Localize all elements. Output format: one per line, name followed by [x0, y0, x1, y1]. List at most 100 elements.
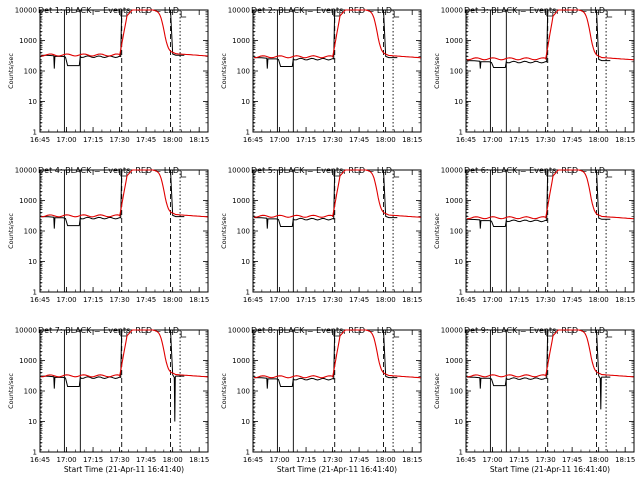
- x-tick-label: 17:30: [110, 296, 130, 304]
- top-corner-marker: [180, 171, 187, 178]
- panel-title: Det 8: BLACK = Events, RED = LLD: [251, 326, 392, 335]
- x-tick-label: 18:15: [615, 296, 635, 304]
- x-tick-label: 18:00: [376, 456, 396, 464]
- x-axis-label: Start Time (21-Apr-11 16:41:40): [64, 465, 184, 474]
- x-tick-label: 18:15: [189, 136, 209, 144]
- x-tick-label: 18:00: [589, 456, 609, 464]
- events-series-line: [467, 329, 611, 410]
- y-tick-label: 10: [454, 418, 463, 426]
- x-tick-label: 17:15: [296, 136, 316, 144]
- x-axis-label: Start Time (21-Apr-11 16:41:40): [277, 465, 397, 474]
- y-axis-label: Counts/sec: [7, 213, 15, 249]
- y-tick-label: 10000: [228, 7, 250, 15]
- y-axis-label: Counts/sec: [7, 53, 15, 89]
- y-tick-label: 1000: [445, 37, 463, 45]
- top-corner-marker: [180, 331, 187, 338]
- x-tick-label: 18:00: [376, 296, 396, 304]
- x-tick-label: 18:15: [189, 456, 209, 464]
- y-tick-label: 1000: [232, 37, 250, 45]
- x-tick-label: 18:00: [163, 296, 183, 304]
- x-tick-label: 17:45: [136, 296, 156, 304]
- y-tick-label: 10000: [441, 167, 463, 175]
- lld-series-line: [467, 169, 634, 220]
- panel-title: Det 1: BLACK = Events, RED = LLD: [38, 6, 179, 15]
- x-tick-label: 17:30: [536, 296, 556, 304]
- y-tick-label: 10: [241, 258, 250, 266]
- x-tick-label: 18:15: [615, 456, 635, 464]
- y-axis-label: Counts/sec: [7, 373, 15, 409]
- y-tick-label: 1: [459, 449, 463, 457]
- x-tick-label: 17:45: [562, 456, 582, 464]
- top-corner-marker: [393, 11, 400, 18]
- events-series-line: [467, 9, 611, 69]
- x-tick-label: 18:15: [615, 136, 635, 144]
- y-tick-label: 10000: [441, 7, 463, 15]
- top-corner-marker: [606, 171, 613, 178]
- lld-series-line: [254, 169, 421, 218]
- panel-title: Det 4: BLACK = Events, RED = LLD: [38, 166, 179, 175]
- top-corner-marker: [606, 11, 613, 18]
- x-tick-label: 17:00: [269, 296, 289, 304]
- y-axis-label: Counts/sec: [433, 373, 441, 409]
- y-axis-label: Counts/sec: [433, 213, 441, 249]
- x-tick-label: 17:15: [509, 456, 529, 464]
- panel-title: Det 5: BLACK = Events, RED = LLD: [251, 166, 392, 175]
- plot-frame: [252, 169, 422, 293]
- y-tick-label: 100: [24, 388, 37, 396]
- lld-series-line: [467, 9, 634, 61]
- y-tick-label: 1: [459, 129, 463, 137]
- panel-det-5: Det 5: BLACK = Events, RED = LLD Counts/s…: [220, 166, 422, 304]
- y-axis-label: Counts/sec: [220, 213, 228, 249]
- panel-det-3: Det 3: BLACK = Events, RED = LLD Counts/s…: [433, 6, 635, 144]
- x-tick-label: 17:15: [296, 296, 316, 304]
- y-tick-label: 1: [33, 289, 37, 297]
- top-bracket-marker: [546, 171, 554, 177]
- y-tick-label: 10: [28, 258, 37, 266]
- plot-frame: [465, 9, 635, 133]
- y-tick-label: 1000: [232, 357, 250, 365]
- lld-series-line: [41, 9, 208, 57]
- x-tick-label: 16:45: [456, 456, 476, 464]
- y-tick-label: 1000: [445, 357, 463, 365]
- x-tick-label: 17:00: [269, 456, 289, 464]
- plot-frame: [252, 329, 422, 453]
- y-tick-label: 100: [237, 68, 250, 76]
- x-tick-label: 17:15: [509, 296, 529, 304]
- x-tick-label: 17:45: [562, 296, 582, 304]
- y-tick-label: 10: [454, 258, 463, 266]
- plot-frame: [39, 169, 209, 293]
- x-tick-label: 17:00: [56, 456, 76, 464]
- panel-title: Det 2: BLACK = Events, RED = LLD: [251, 6, 392, 15]
- y-tick-label: 1: [459, 289, 463, 297]
- y-tick-label: 1: [246, 129, 250, 137]
- top-corner-marker: [393, 331, 400, 338]
- y-tick-label: 100: [450, 228, 463, 236]
- x-tick-label: 16:45: [456, 296, 476, 304]
- y-tick-label: 100: [450, 68, 463, 76]
- y-tick-label: 1000: [445, 197, 463, 205]
- y-tick-label: 10000: [15, 327, 37, 335]
- x-tick-label: 17:45: [349, 136, 369, 144]
- top-corner-marker: [393, 171, 400, 178]
- y-tick-label: 1000: [19, 357, 37, 365]
- panel-title: Det 6: BLACK = Events, RED = LLD: [464, 166, 605, 175]
- events-series-line: [254, 9, 398, 69]
- x-tick-label: 16:45: [30, 296, 50, 304]
- x-tick-label: 16:45: [30, 456, 50, 464]
- y-tick-label: 1: [33, 129, 37, 137]
- y-tick-label: 10000: [15, 7, 37, 15]
- lld-series-line: [41, 329, 208, 378]
- top-bracket-marker: [333, 11, 341, 17]
- y-tick-label: 10000: [15, 167, 37, 175]
- x-tick-label: 17:45: [562, 136, 582, 144]
- events-series-line: [254, 169, 398, 229]
- x-tick-label: 17:45: [349, 456, 369, 464]
- x-tick-label: 18:15: [402, 296, 422, 304]
- x-tick-label: 17:30: [323, 296, 343, 304]
- panel-det-1: Det 1: BLACK = Events, RED = LLD Counts/s…: [7, 6, 209, 144]
- y-tick-label: 10: [241, 98, 250, 106]
- y-axis-label: Counts/sec: [433, 53, 441, 89]
- x-tick-label: 18:15: [402, 136, 422, 144]
- top-bracket-marker: [333, 171, 341, 177]
- x-tick-label: 17:00: [269, 136, 289, 144]
